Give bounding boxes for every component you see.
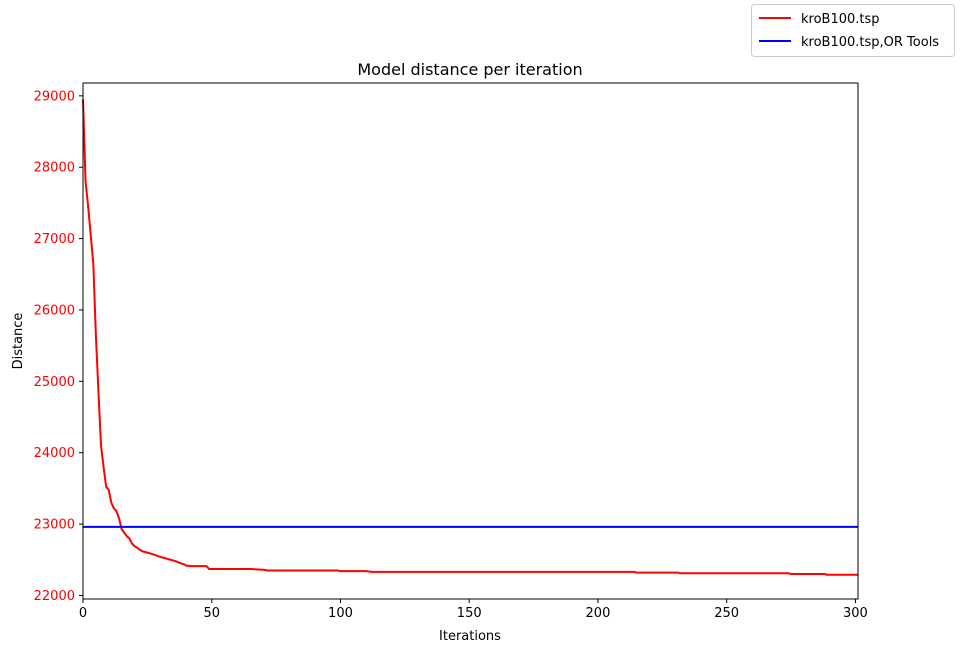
legend-box — [751, 4, 955, 57]
y-tick-label-2: 24000 — [34, 446, 75, 461]
y-axis-label: Distance — [11, 313, 26, 370]
x-tick-label-2: 100 — [328, 606, 353, 621]
legend: kroB100.tsp kroB100.tsp,OR Tools — [751, 4, 955, 57]
legend-label-ortools: kroB100.tsp,OR Tools — [801, 35, 939, 50]
x-tick-label-6: 300 — [843, 606, 868, 621]
x-tick-label-5: 250 — [714, 606, 739, 621]
y-tick-label-7: 29000 — [34, 89, 75, 104]
x-axis-ticks: 0 50 100 150 200 250 300 — [79, 599, 868, 621]
y-axis-ticks: 22000 23000 24000 25000 26000 27000 28000 29000 — [34, 89, 83, 604]
y-tick-label-4: 26000 — [34, 303, 75, 318]
x-axis-label: Iterations — [439, 629, 501, 644]
x-tick-label-1: 50 — [203, 606, 220, 621]
series-line-0 — [82, 99, 858, 576]
x-tick-label-4: 200 — [586, 606, 611, 621]
x-tick-label-3: 150 — [457, 606, 482, 621]
y-tick-label-0: 22000 — [34, 589, 75, 604]
y-tick-label-6: 28000 — [34, 161, 75, 176]
x-tick-label-0: 0 — [79, 606, 87, 621]
plot-frame — [82, 82, 859, 600]
y-tick-label-3: 25000 — [34, 375, 75, 390]
y-tick-label-5: 27000 — [34, 232, 75, 247]
legend-label-kroB100: kroB100.tsp — [801, 12, 880, 27]
chart-title: Model distance per iteration — [357, 60, 582, 79]
y-tick-label-1: 23000 — [34, 518, 75, 533]
plot-lines — [82, 99, 858, 576]
